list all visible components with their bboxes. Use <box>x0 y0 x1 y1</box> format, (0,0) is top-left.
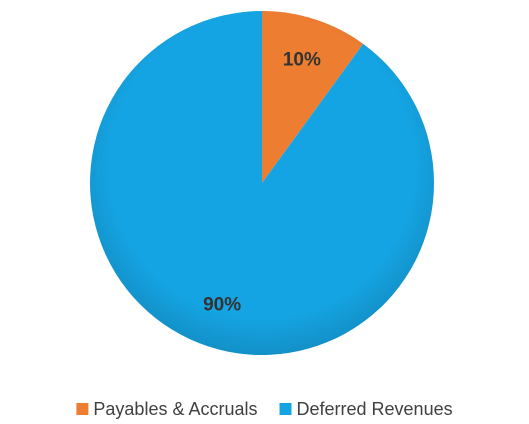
data-label: 10% <box>283 49 321 70</box>
legend-label: Deferred Revenues <box>297 399 453 419</box>
legend-marker <box>76 403 89 415</box>
data-label: 90% <box>203 295 241 316</box>
legend-label: Payables & Accruals <box>93 399 257 419</box>
pie-slice <box>89 11 434 356</box>
legend-marker <box>279 403 292 415</box>
